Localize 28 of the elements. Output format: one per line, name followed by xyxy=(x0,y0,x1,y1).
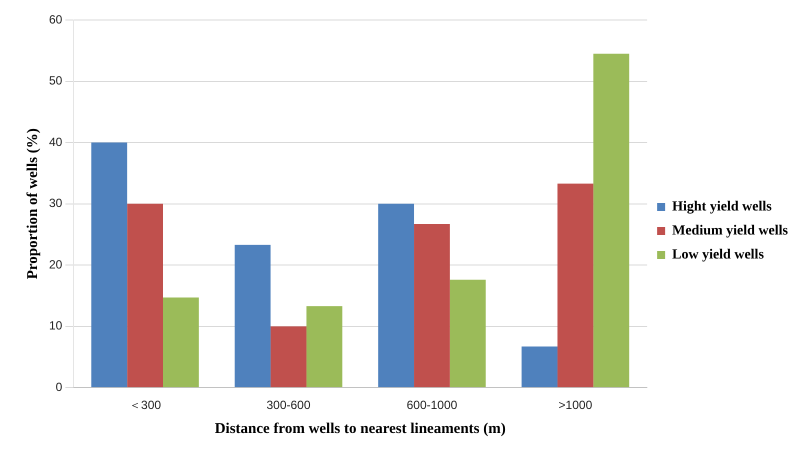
bar xyxy=(593,54,630,388)
legend-label: Medium yield wells xyxy=(672,224,789,239)
y-tick-label: 50 xyxy=(48,74,63,88)
y-tick-label: 60 xyxy=(48,12,63,26)
bar xyxy=(91,142,128,388)
bar xyxy=(450,280,486,388)
bar xyxy=(163,298,199,388)
bar xyxy=(557,184,594,388)
bar xyxy=(378,204,414,388)
y-tick-label: 30 xyxy=(48,196,63,210)
legend-label: Hight yield wells xyxy=(672,200,772,215)
x-tick-label: 300-600 xyxy=(266,398,311,412)
legend-label: Low yield wells xyxy=(672,248,764,263)
bar xyxy=(414,224,450,388)
y-tick-label: 20 xyxy=(48,257,63,272)
bar xyxy=(306,306,342,388)
bar xyxy=(522,346,558,388)
bar xyxy=(270,326,306,388)
x-tick-label: >1000 xyxy=(558,398,593,412)
x-tick-label: ＜300 xyxy=(129,398,162,412)
y-axis-title: Proportion of wells (%) xyxy=(24,128,41,280)
x-axis-title: Distance from wells to nearest lineaments (m) xyxy=(214,420,506,437)
bar xyxy=(234,244,271,388)
y-tick-label: 10 xyxy=(48,318,63,333)
x-tick-label: 600-1000 xyxy=(406,398,458,412)
y-tick-label: 0 xyxy=(56,380,63,394)
bar xyxy=(127,204,163,388)
y-tick-label: 40 xyxy=(48,134,63,149)
